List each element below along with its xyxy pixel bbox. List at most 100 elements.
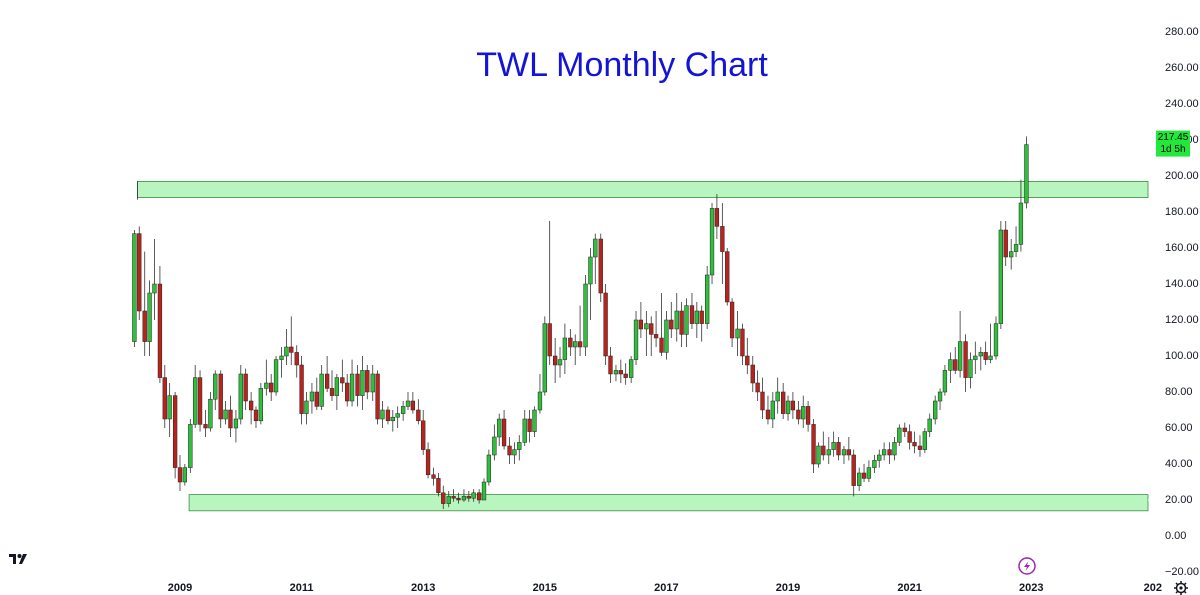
candle-body — [866, 467, 872, 479]
candle-body — [720, 226, 725, 252]
candle-body — [486, 454, 492, 483]
candle-body — [988, 355, 993, 360]
y-tick-label: 0.00 — [1165, 530, 1186, 542]
candle-body — [557, 359, 563, 366]
candle-body — [705, 274, 710, 324]
candle-body — [481, 481, 487, 501]
candle-body — [345, 382, 350, 402]
candle-body — [562, 337, 568, 360]
candle-body — [390, 416, 395, 422]
candle-body — [304, 400, 309, 414]
candle-body — [765, 409, 771, 420]
y-tick-label: −20.00 — [1165, 566, 1199, 578]
candle-body — [547, 323, 552, 357]
candle-body — [319, 373, 324, 407]
tradingview-logo — [8, 551, 30, 567]
candle-body — [152, 283, 157, 294]
y-tick-label: 80.00 — [1165, 386, 1193, 398]
candle-body — [279, 355, 284, 360]
candle-body — [973, 355, 978, 360]
candle-body — [441, 492, 446, 504]
candle-body — [770, 400, 775, 420]
candle-body — [273, 359, 279, 393]
candle-body — [466, 496, 471, 499]
candle-body — [517, 442, 522, 450]
candle-body — [360, 370, 365, 396]
candle-body — [476, 492, 482, 501]
candle-body — [983, 352, 988, 360]
support-resistance-zone — [137, 181, 1149, 199]
candle-body — [197, 377, 203, 425]
candle-body — [365, 370, 370, 393]
candle-body — [942, 370, 948, 393]
candle-body — [841, 449, 847, 456]
y-tick-label: 180.00 — [1165, 206, 1199, 218]
candle-body — [957, 341, 963, 371]
candle-body — [380, 409, 385, 420]
y-tick-label: 100.00 — [1165, 350, 1199, 362]
candle-body — [638, 319, 644, 330]
settings-icon[interactable] — [1174, 581, 1188, 595]
candle-body — [532, 409, 537, 432]
candle-body — [1018, 202, 1024, 245]
candle-body — [167, 395, 172, 420]
x-tick-label: 2023 — [1019, 582, 1043, 594]
candle-body — [623, 373, 628, 378]
candle-body — [978, 352, 983, 357]
candle-body — [446, 496, 451, 504]
candle-body — [385, 409, 391, 422]
candle-body — [395, 413, 400, 418]
candle-body — [284, 346, 289, 357]
candle-body — [897, 427, 902, 443]
candle-body — [998, 229, 1004, 324]
candle-body — [790, 400, 796, 411]
candle-body — [729, 301, 735, 339]
candle-body — [421, 420, 426, 450]
candle-body — [659, 337, 664, 353]
candle-body — [629, 359, 634, 378]
countdown-label: 1d 5h — [1160, 144, 1185, 155]
candle-body — [142, 310, 147, 342]
candle-body — [781, 391, 786, 414]
candle-body — [917, 445, 923, 450]
lightning-icon[interactable] — [1018, 557, 1036, 575]
candle-body — [826, 449, 831, 456]
candle-body — [172, 395, 178, 468]
candle-body — [512, 449, 517, 456]
candle-body — [471, 492, 476, 499]
y-tick-label: 240.00 — [1165, 98, 1199, 110]
candle-body — [694, 310, 699, 324]
x-tick-label: 2013 — [411, 582, 435, 594]
candle-body — [568, 337, 573, 348]
candle-body — [193, 377, 198, 425]
candle-body — [425, 449, 431, 476]
candle-body — [340, 377, 345, 384]
candle-body — [664, 319, 669, 353]
candle-body — [436, 478, 441, 494]
candle-body — [375, 373, 380, 420]
candle-body — [881, 449, 887, 456]
candle-body — [892, 442, 897, 456]
candle-body — [821, 445, 826, 456]
candle-body — [836, 442, 841, 456]
candle-body — [633, 319, 639, 360]
candle-body — [507, 445, 512, 456]
candle-body — [948, 359, 953, 371]
candle-body — [613, 370, 619, 375]
candle-body — [431, 474, 436, 479]
chart-title: TWL Monthly Chart — [476, 46, 768, 84]
candle-body — [689, 305, 695, 324]
candle-body — [877, 454, 882, 461]
candle-body — [851, 454, 856, 486]
candle-body — [553, 355, 558, 366]
candle-body — [492, 436, 497, 456]
y-tick-label: 260.00 — [1165, 62, 1199, 74]
candle-body — [598, 238, 603, 294]
candle-body — [405, 400, 411, 407]
candle-body — [912, 442, 917, 447]
candle-body — [811, 424, 816, 465]
candle-body — [1003, 229, 1008, 258]
candle-body — [188, 424, 193, 468]
candle-body — [573, 341, 578, 348]
candle-body — [294, 352, 299, 366]
